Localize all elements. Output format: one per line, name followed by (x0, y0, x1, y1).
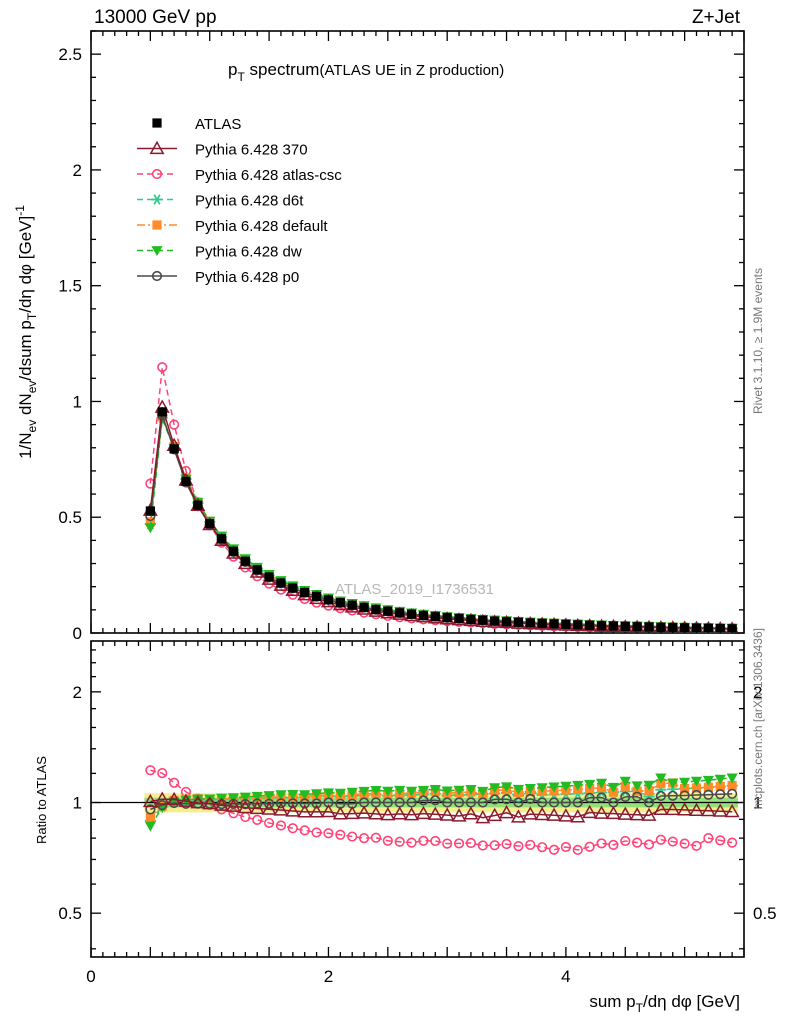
x-tick-label: 2 (324, 967, 333, 986)
header-beam-spec: 13000 GeV pp (94, 7, 217, 28)
y-main-tick-label: 1 (73, 392, 82, 411)
watermark-analysis-id: ATLAS_2019_I1736531 (335, 581, 494, 598)
legend-label: Pythia 6.428 370 (195, 142, 308, 159)
plot-title: pT spectrum(ATLAS UE in Z production) (228, 60, 504, 84)
y-ratio-tick-label: 0.5 (58, 904, 82, 923)
side-label-rivet: Rivet 3.1.10, ≥ 1.9M events (751, 268, 765, 414)
ratio-panel-frame (90, 640, 745, 958)
legend-label: Pythia 6.428 atlas-csc (195, 167, 342, 184)
series-atlas (145, 407, 737, 632)
series-atlas_csc (145, 765, 738, 856)
legend-item-p0[interactable]: Pythia 6.428 p0 (137, 269, 299, 286)
legend: ATLAS Pythia 6.428 370 Pythia 6.428 atlas-… (137, 116, 342, 286)
legend-item-default[interactable]: Pythia 6.428 default (137, 218, 328, 235)
y-main-tick-label: 2 (73, 161, 82, 180)
y-ratio-tick-label-right: 1 (753, 794, 762, 813)
y-ratio-tick-label: 2 (73, 683, 82, 702)
x-tick-label: 0 (86, 967, 95, 986)
legend-item-p370[interactable]: Pythia 6.428 370 (137, 140, 308, 159)
y-ratio-tick-label: 1 (73, 794, 82, 813)
y-ratio-tick-label-right: 0.5 (753, 904, 777, 923)
x-axis-label: sum pT/dη dφ [GeV] (589, 992, 740, 1015)
ratio-plot-series (142, 765, 740, 856)
x-tick-label: 4 (561, 967, 570, 986)
y-ratio-axis-label: Ratio to ATLAS (34, 756, 49, 844)
legend-label: Pythia 6.428 p0 (195, 269, 299, 286)
side-label-mcplots: mcplots.cern.ch [arXiv:1306.3436] (751, 628, 765, 809)
legend-item-dw[interactable]: Pythia 6.428 dw (137, 244, 302, 261)
y-ratio-tick-label-right: 2 (753, 683, 762, 702)
header-process: Z+Jet (692, 7, 741, 28)
axis-ticks (90, 30, 745, 957)
y-main-tick-label: 2.5 (58, 45, 82, 64)
legend-item-atlas_csc[interactable]: Pythia 6.428 atlas-csc (137, 167, 342, 184)
series-dw (144, 414, 738, 632)
legend-item-atlas[interactable]: ATLAS (152, 116, 241, 133)
series-p370 (142, 399, 739, 632)
series-d6t (144, 412, 738, 632)
series-default (145, 411, 737, 632)
y-main-tick-label: 1.5 (58, 277, 82, 296)
series-p370 (142, 791, 740, 824)
legend-label: Pythia 6.428 default (195, 218, 328, 235)
y-axis-label: 1/Nev dNev/dsum pT/dη dφ [GeV]-1 (13, 205, 39, 459)
legend-label: Pythia 6.428 d6t (195, 193, 304, 210)
series-dw (144, 773, 738, 832)
main-plot-series (142, 362, 739, 632)
legend-item-d6t[interactable]: Pythia 6.428 d6t (137, 193, 304, 210)
y-main-tick-label: 0.5 (58, 508, 82, 527)
y-main-tick-label: 0 (73, 624, 82, 643)
legend-label: Pythia 6.428 dw (195, 244, 302, 261)
legend-label: ATLAS (195, 116, 241, 133)
series-p0 (145, 410, 738, 632)
main-panel-frame (90, 30, 745, 634)
